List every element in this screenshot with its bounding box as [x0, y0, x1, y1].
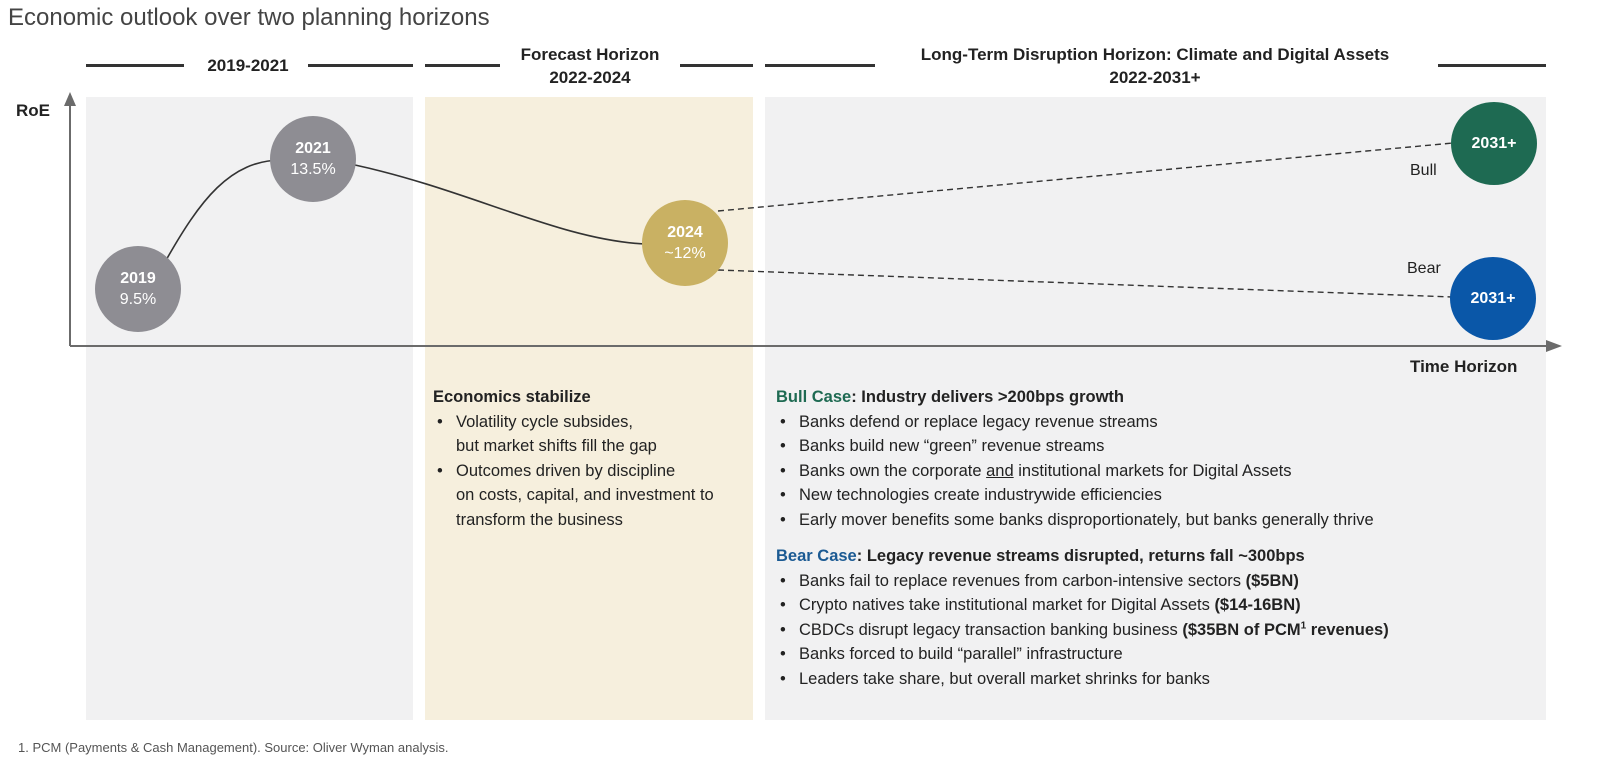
bubble-2024: 2024 ~12% [642, 200, 728, 286]
forecast-description: Economics stabilize Volatility cycle sub… [433, 385, 753, 532]
bubble-value: 9.5% [119, 291, 157, 308]
horizon-header-forecast-line1: Forecast Horizon [520, 45, 660, 64]
forecast-heading: Economics stabilize [433, 388, 591, 406]
list-item: Leaders take share, but overall market s… [776, 667, 1546, 692]
panel-2019-2021 [86, 97, 413, 720]
horizon-header-long-term-line1: Long-Term Disruption Horizon: Climate an… [920, 45, 1390, 64]
bear-case-label: Bear Case [776, 547, 857, 565]
horizon-header-long-term: Long-Term Disruption Horizon: Climate an… [880, 43, 1430, 89]
footnote-marker: 1 [1300, 620, 1307, 631]
list-item: Banks defend or replace legacy revenue s… [776, 410, 1546, 435]
header-rule [1438, 64, 1546, 67]
roe-curve-2021-2024 [354, 164, 646, 245]
list-item: Volatility cycle subsides, but market sh… [433, 410, 753, 459]
list-item: New technologies create industrywide eff… [776, 483, 1546, 508]
bubble-2021: 2021 13.5% [270, 116, 356, 202]
list-item: Banks forced to build “parallel” infrast… [776, 642, 1546, 667]
header-rule [86, 64, 184, 67]
bubble-year: 2021 [295, 140, 331, 157]
y-axis-arrow [64, 92, 76, 106]
x-axis-label: Time Horizon [1410, 357, 1518, 376]
bull-case-bullets: Banks defend or replace legacy revenue s… [776, 410, 1546, 533]
header-rule [765, 64, 875, 67]
bubble-value: ~12% [664, 245, 706, 262]
footnote: 1. PCM (Payments & Cash Management). Sou… [18, 740, 449, 755]
horizon-header-forecast: Forecast Horizon 2022-2024 [490, 43, 690, 89]
roe-curve-2019-2021 [164, 159, 283, 263]
bull-dashed-line [717, 142, 1454, 212]
bubble-year: 2019 [120, 270, 156, 287]
list-item: Crypto natives take institutional market… [776, 593, 1546, 618]
list-item: Early mover benefits some banks dispropo… [776, 508, 1546, 533]
bear-dashed-line [717, 269, 1453, 298]
x-axis-arrow [1546, 340, 1562, 352]
list-item: Banks fail to replace revenues from carb… [776, 569, 1546, 594]
header-rule [680, 64, 753, 67]
bull-case-label: Bull Case [776, 388, 852, 406]
bubble-2031-bull: 2031+ [1451, 102, 1537, 185]
bubble-year: 2031+ [1470, 290, 1516, 307]
scenario-description: Bull Case: Industry delivers >200bps gro… [776, 385, 1546, 691]
list-item: CBDCs disrupt legacy transaction banking… [776, 618, 1546, 643]
header-rule [425, 64, 500, 67]
bubble-year: 2024 [667, 224, 703, 241]
horizon-header-2019-2021: 2019-2021 [207, 56, 289, 75]
list-item: Outcomes driven by discipline on costs, … [433, 459, 753, 533]
scenario-label-bull: Bull [1410, 162, 1437, 179]
bear-case-bullets: Banks fail to replace revenues from carb… [776, 569, 1546, 692]
page-title: Economic outlook over two planning horiz… [8, 4, 490, 31]
bear-case-heading: Bear Case: Legacy revenue streams disrup… [776, 547, 1305, 565]
y-axis-label: RoE [16, 101, 50, 120]
bull-case-heading: Bull Case: Industry delivers >200bps gro… [776, 388, 1124, 406]
list-item: Banks own the corporate and institutiona… [776, 459, 1546, 484]
scenario-label-bear: Bear [1407, 260, 1441, 277]
horizon-header-forecast-line2: 2022-2024 [549, 68, 631, 87]
header-rule [308, 64, 413, 67]
bubble-2031-bear: 2031+ [1450, 257, 1536, 340]
bubble-2019: 2019 9.5% [95, 246, 181, 332]
forecast-bullets: Volatility cycle subsides, but market sh… [433, 410, 753, 533]
horizon-header-long-term-line2: 2022-2031+ [1109, 68, 1201, 87]
bubble-value: 13.5% [290, 161, 336, 178]
list-item: Banks build new “green” revenue streams [776, 434, 1546, 459]
bubble-year: 2031+ [1471, 135, 1517, 152]
